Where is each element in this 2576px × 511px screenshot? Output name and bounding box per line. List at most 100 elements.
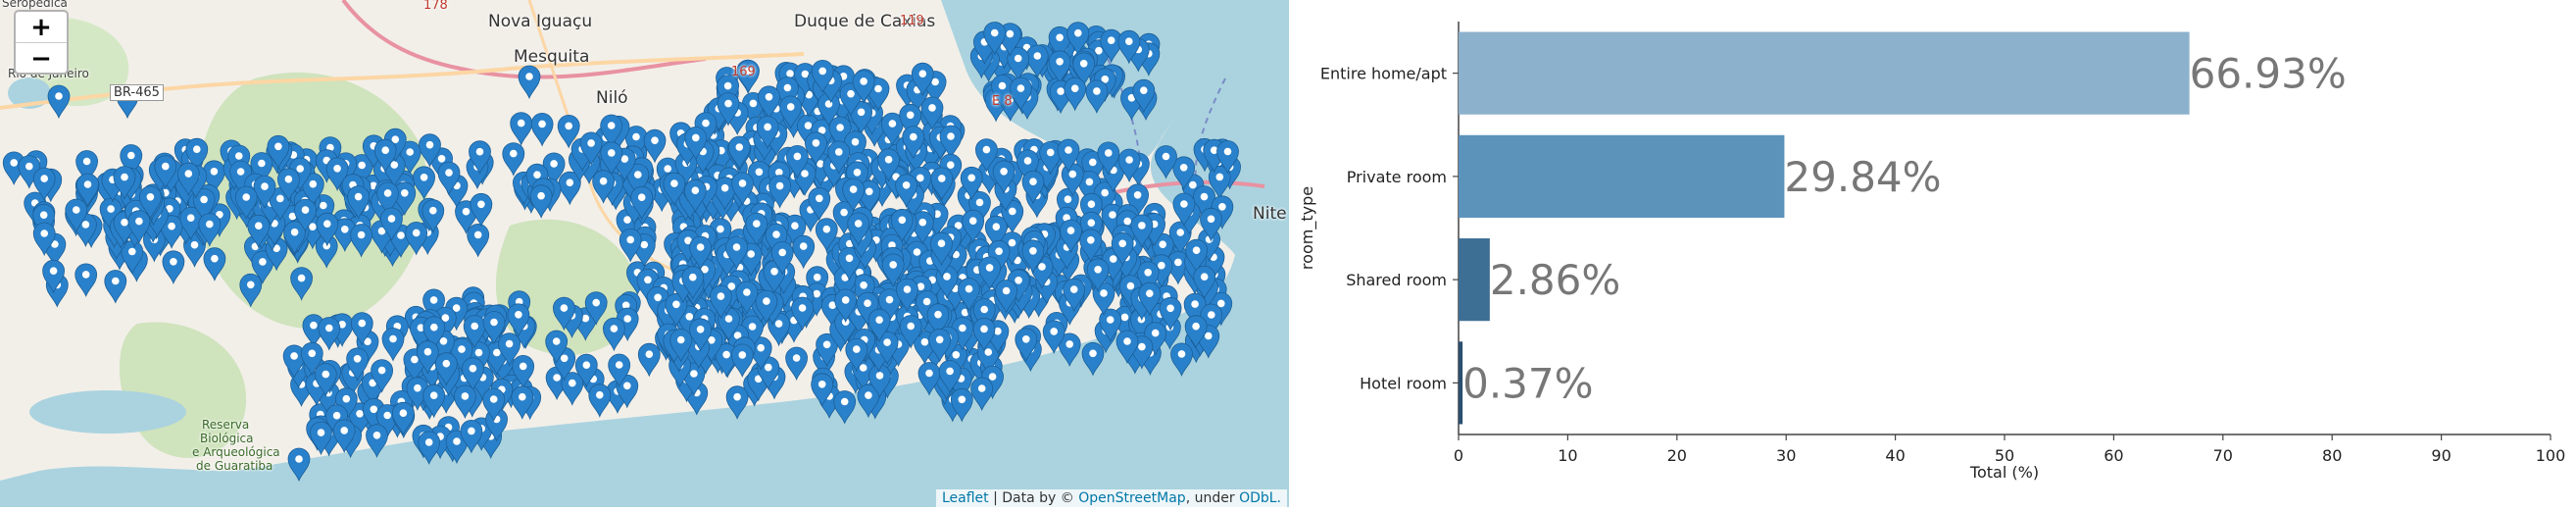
- map-marker[interactable]: [162, 250, 185, 284]
- map-marker[interactable]: [785, 145, 809, 179]
- map-marker[interactable]: [530, 113, 554, 147]
- map-marker[interactable]: [899, 315, 922, 349]
- map-marker[interactable]: [1048, 50, 1071, 84]
- leaflet-link[interactable]: Leaflet: [941, 490, 989, 506]
- map-marker[interactable]: [198, 213, 222, 247]
- map-marker[interactable]: [602, 317, 625, 352]
- map-marker[interactable]: [1064, 77, 1087, 112]
- map-marker[interactable]: [960, 166, 983, 201]
- map-marker[interactable]: [65, 198, 88, 233]
- map-marker[interactable]: [470, 192, 493, 228]
- map-marker[interactable]: [779, 95, 803, 130]
- map-marker[interactable]: [310, 421, 332, 456]
- map-marker[interactable]: [316, 212, 339, 247]
- map-marker[interactable]: [842, 178, 866, 213]
- map-marker[interactable]: [926, 303, 950, 337]
- map-marker[interactable]: [619, 229, 642, 263]
- map-marker[interactable]: [120, 144, 143, 179]
- map-marker[interactable]: [890, 208, 914, 243]
- map-marker[interactable]: [1081, 151, 1105, 185]
- map-marker[interactable]: [878, 288, 901, 323]
- map-marker[interactable]: [600, 141, 623, 177]
- map-marker[interactable]: [381, 328, 405, 362]
- map-marker[interactable]: [247, 214, 271, 249]
- map-marker[interactable]: [808, 186, 831, 222]
- map-marker[interactable]: [239, 273, 263, 308]
- map-marker[interactable]: [32, 222, 56, 257]
- map-marker[interactable]: [192, 188, 216, 223]
- map-marker[interactable]: [1066, 22, 1090, 56]
- map-marker[interactable]: [592, 170, 616, 204]
- map-marker[interactable]: [663, 172, 686, 207]
- map-marker[interactable]: [398, 140, 421, 176]
- map-marker[interactable]: [176, 162, 200, 197]
- map-marker[interactable]: [318, 317, 341, 351]
- map-marker[interactable]: [1151, 232, 1174, 268]
- map-marker[interactable]: [845, 337, 868, 373]
- map-marker[interactable]: [418, 431, 441, 466]
- map-marker[interactable]: [510, 112, 533, 146]
- map-marker[interactable]: [930, 231, 953, 267]
- map-marker[interactable]: [676, 229, 700, 264]
- map-marker[interactable]: [847, 212, 870, 247]
- map-marker[interactable]: [745, 212, 768, 247]
- map-marker[interactable]: [852, 274, 875, 308]
- map-marker[interactable]: [1072, 52, 1096, 86]
- map-marker[interactable]: [518, 65, 541, 100]
- map-marker[interactable]: [445, 430, 469, 465]
- map-marker[interactable]: [1100, 28, 1123, 64]
- map-marker[interactable]: [833, 390, 857, 425]
- map-marker[interactable]: [113, 166, 136, 200]
- map-marker[interactable]: [1042, 320, 1065, 355]
- map-marker[interactable]: [300, 341, 323, 377]
- map-marker[interactable]: [616, 374, 639, 409]
- map-marker[interactable]: [1039, 141, 1063, 176]
- map-marker[interactable]: [512, 355, 535, 389]
- map-marker[interactable]: [1170, 342, 1193, 378]
- map-marker[interactable]: [972, 298, 996, 332]
- map-marker[interactable]: [1079, 229, 1103, 263]
- map-marker[interactable]: [1208, 166, 1231, 200]
- map-marker[interactable]: [1009, 77, 1032, 112]
- map-marker[interactable]: [416, 340, 439, 375]
- map-marker[interactable]: [42, 259, 66, 294]
- map-marker[interactable]: [783, 214, 807, 249]
- map-marker[interactable]: [1025, 44, 1049, 79]
- map-marker[interactable]: [689, 318, 713, 352]
- map-marker[interactable]: [507, 303, 530, 337]
- map-marker[interactable]: [1086, 258, 1110, 292]
- map-marker[interactable]: [983, 22, 1007, 56]
- map-marker[interactable]: [276, 168, 300, 202]
- map-marker[interactable]: [827, 140, 851, 176]
- map-marker[interactable]: [792, 234, 816, 270]
- map-marker[interactable]: [868, 364, 891, 399]
- map-marker[interactable]: [380, 207, 403, 242]
- map-marker[interactable]: [350, 224, 373, 258]
- map-marker[interactable]: [104, 270, 127, 304]
- map-marker[interactable]: [557, 115, 580, 149]
- map-marker[interactable]: [911, 211, 934, 245]
- map-marker[interactable]: [1159, 296, 1182, 332]
- map-marker[interactable]: [334, 387, 358, 422]
- map-marker[interactable]: [995, 280, 1018, 314]
- map-marker[interactable]: [185, 137, 209, 173]
- map-marker[interactable]: [250, 152, 273, 186]
- map-marker[interactable]: [1172, 156, 1196, 190]
- map-marker[interactable]: [468, 341, 490, 376]
- map-marker[interactable]: [529, 184, 553, 219]
- map-marker[interactable]: [552, 296, 575, 332]
- map-marker[interactable]: [502, 142, 525, 177]
- map-marker[interactable]: [346, 347, 370, 382]
- map-marker[interactable]: [637, 342, 661, 378]
- map-marker[interactable]: [1172, 192, 1196, 228]
- map-marker[interactable]: [972, 318, 996, 352]
- map-marker[interactable]: [1015, 328, 1038, 362]
- map-marker[interactable]: [373, 138, 397, 174]
- map-marker[interactable]: [542, 152, 566, 187]
- openstreetmap-link[interactable]: OpenStreetMap: [1078, 490, 1186, 506]
- map-marker[interactable]: [758, 85, 780, 120]
- map-marker[interactable]: [350, 312, 373, 346]
- map-marker[interactable]: [1200, 207, 1222, 242]
- map-marker[interactable]: [1016, 149, 1039, 184]
- map-marker[interactable]: [283, 221, 307, 255]
